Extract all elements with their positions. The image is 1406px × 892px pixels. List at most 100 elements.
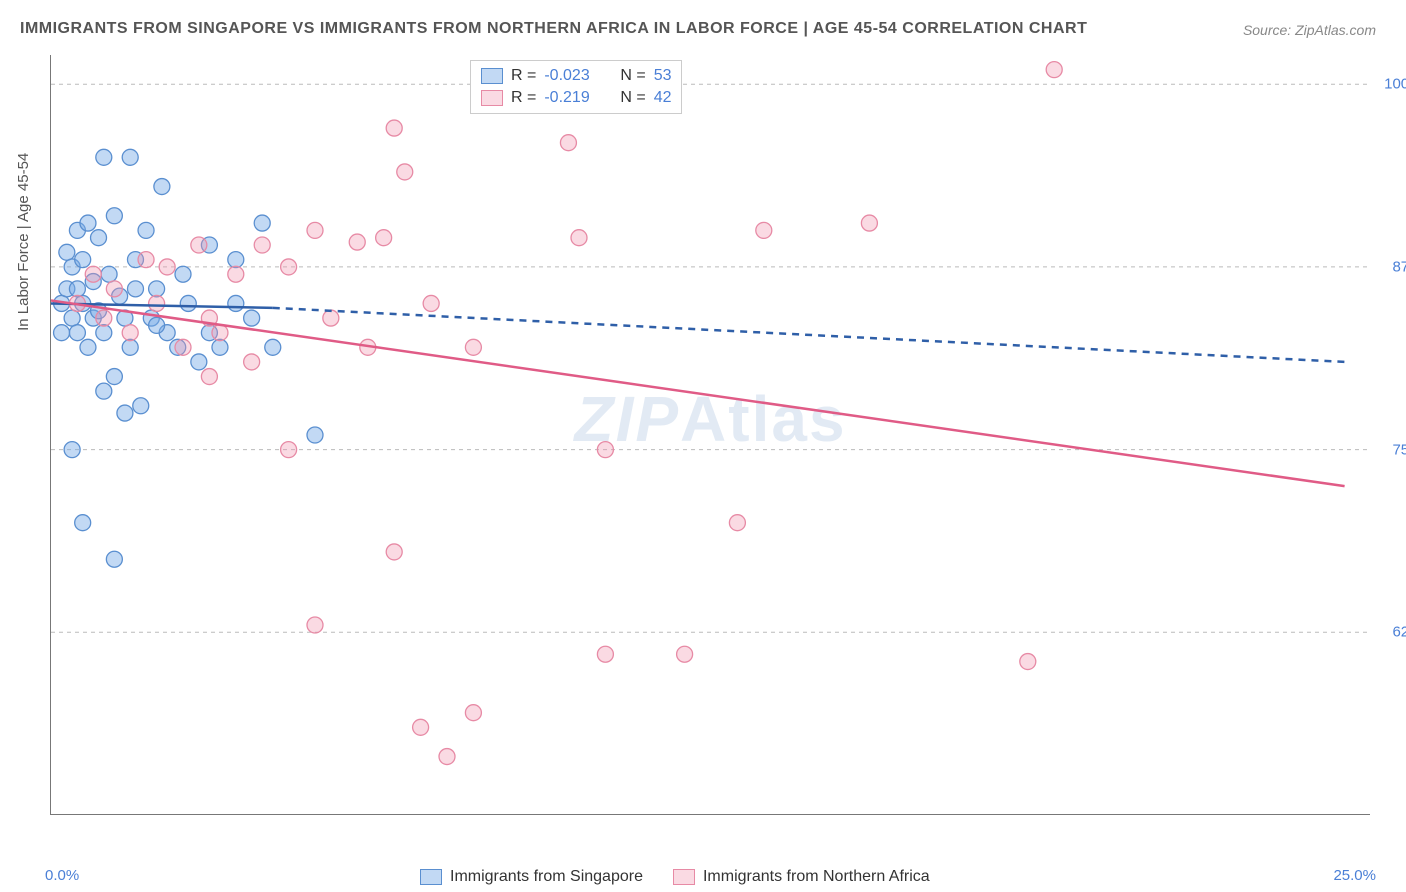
data-point (106, 208, 122, 224)
n-label: N = (620, 89, 645, 107)
data-point (307, 222, 323, 238)
data-point (281, 442, 297, 458)
data-point (154, 179, 170, 195)
chart-title: IMMIGRANTS FROM SINGAPORE VS IMMIGRANTS … (20, 20, 1087, 38)
data-point (244, 310, 260, 326)
data-point (80, 339, 96, 355)
data-point (149, 295, 165, 311)
x-axis-min-label: 0.0% (45, 867, 79, 884)
legend-swatch (673, 869, 695, 885)
data-point (571, 230, 587, 246)
data-point (756, 222, 772, 238)
data-point (397, 164, 413, 180)
correlation-legend-row: R = -0.219 N = 42 (481, 87, 671, 109)
data-point (597, 442, 613, 458)
regression-line (51, 301, 1345, 487)
data-point (307, 427, 323, 443)
data-point (80, 215, 96, 231)
data-point (175, 339, 191, 355)
data-point (212, 325, 228, 341)
data-point (1046, 62, 1062, 78)
y-axis-label: In Labor Force | Age 45-54 (15, 153, 32, 331)
data-point (244, 354, 260, 370)
data-point (439, 749, 455, 765)
data-point (376, 230, 392, 246)
data-point (96, 325, 112, 341)
data-point (254, 215, 270, 231)
data-point (201, 369, 217, 385)
n-value: 42 (654, 89, 672, 107)
data-point (677, 646, 693, 662)
data-point (265, 339, 281, 355)
data-point (101, 266, 117, 282)
data-point (729, 515, 745, 531)
series-legend: Immigrants from Singapore Immigrants from… (420, 868, 930, 886)
y-tick-label: 75.0% (1375, 441, 1406, 458)
data-point (138, 222, 154, 238)
data-point (254, 237, 270, 253)
data-point (212, 339, 228, 355)
data-point (149, 317, 165, 333)
data-point (91, 230, 107, 246)
correlation-legend: R =-0.023N =53R =-0.219N =42 (470, 60, 682, 114)
plot-svg (51, 55, 1371, 815)
data-point (228, 266, 244, 282)
data-point (413, 719, 429, 735)
data-point (386, 544, 402, 560)
data-point (64, 310, 80, 326)
data-point (122, 149, 138, 165)
plot-area: ZIPAtlas 62.5%75.0%87.5%100.0% (50, 55, 1370, 815)
correlation-legend-row: R =-0.023N =53 (481, 65, 671, 87)
legend-swatch (481, 90, 503, 106)
r-value: -0.219 (544, 89, 604, 107)
data-point (122, 339, 138, 355)
source-attribution: Source: ZipAtlas.com (1243, 22, 1376, 38)
data-point (597, 646, 613, 662)
data-point (106, 369, 122, 385)
data-point (228, 295, 244, 311)
r-label: R = (511, 89, 536, 107)
data-point (106, 551, 122, 567)
data-point (281, 259, 297, 275)
data-point (423, 295, 439, 311)
data-point (180, 295, 196, 311)
n-value: 53 (654, 67, 672, 85)
legend-swatch (420, 869, 442, 885)
data-point (1020, 654, 1036, 670)
n-label: N = (620, 67, 645, 85)
data-point (75, 515, 91, 531)
data-point (349, 234, 365, 250)
data-point (96, 310, 112, 326)
data-point (560, 135, 576, 151)
data-point (133, 398, 149, 414)
data-point (127, 281, 143, 297)
data-point (159, 259, 175, 275)
data-point (96, 149, 112, 165)
data-point (64, 442, 80, 458)
data-point (96, 383, 112, 399)
series-name: Immigrants from Singapore (450, 868, 643, 886)
data-point (386, 120, 402, 136)
data-point (59, 244, 75, 260)
data-point (175, 266, 191, 282)
regression-line (273, 308, 1345, 362)
data-point (465, 705, 481, 721)
data-point (861, 215, 877, 231)
data-point (69, 281, 85, 297)
series-name: Immigrants from Northern Africa (703, 868, 930, 886)
x-axis-max-label: 25.0% (1333, 867, 1376, 884)
data-point (75, 252, 91, 268)
data-point (149, 281, 165, 297)
data-point (191, 237, 207, 253)
series-legend-item: Immigrants from Singapore (420, 868, 643, 886)
data-point (69, 325, 85, 341)
data-point (307, 617, 323, 633)
data-point (122, 325, 138, 341)
data-point (117, 405, 133, 421)
data-point (228, 252, 244, 268)
r-label: R = (511, 67, 536, 85)
legend-swatch (481, 68, 503, 84)
y-tick-label: 62.5% (1375, 624, 1406, 641)
data-point (106, 281, 122, 297)
data-point (138, 252, 154, 268)
